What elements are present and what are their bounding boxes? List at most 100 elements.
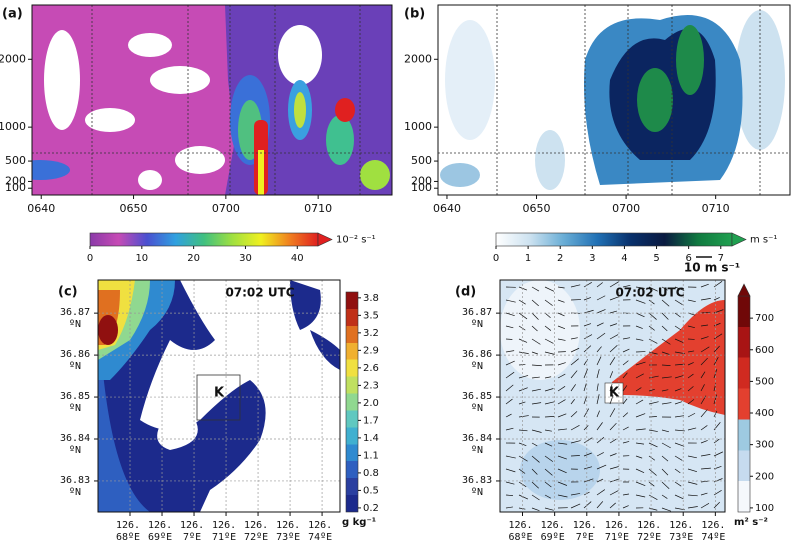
colorbar-tick-label: 1 — [525, 253, 531, 264]
wind-vector — [648, 286, 658, 292]
wind-vector — [635, 481, 646, 487]
wind-vector — [661, 299, 670, 307]
wind-vector — [622, 412, 629, 418]
wind-vector — [687, 362, 694, 366]
wind-vector — [687, 325, 695, 329]
wind-vector — [531, 442, 538, 447]
plot-frame — [499, 279, 726, 513]
wind-vector — [661, 286, 668, 291]
colorbar-tick-label: 5 — [653, 253, 659, 264]
wind-vector — [557, 494, 568, 498]
wind-vector — [596, 383, 599, 392]
x-tick-label: 126.69ºE — [540, 520, 565, 543]
wind-vector — [557, 481, 568, 486]
wind-vector — [531, 338, 541, 345]
wind-vector — [622, 398, 628, 405]
wind-vector — [583, 437, 593, 444]
wind-vector — [518, 455, 528, 462]
wind-vector — [531, 494, 540, 501]
colorbar-tick-label: 1.4 — [363, 433, 379, 444]
wind-vector — [583, 345, 592, 353]
wind-vector — [531, 388, 541, 392]
wind-vector — [674, 286, 685, 291]
wind-vector — [700, 409, 708, 418]
wind-vector — [531, 286, 540, 292]
wind-vector — [609, 408, 616, 418]
plot-frame — [97, 279, 341, 513]
wind-vector — [622, 372, 628, 379]
wind-vector — [674, 325, 682, 331]
wind-vector — [557, 338, 566, 341]
wind-vector — [505, 398, 513, 405]
wind-vector — [700, 371, 706, 379]
wind-vector — [557, 455, 567, 460]
wind-vector — [713, 410, 718, 418]
wind-vector — [596, 489, 606, 496]
wind-vector — [583, 478, 594, 483]
wind-vector — [687, 399, 695, 405]
field-d — [500, 280, 725, 512]
wind-vector — [570, 384, 576, 392]
y-tick-label: 100 — [411, 181, 432, 194]
wind-vector — [596, 332, 606, 340]
wind-vector — [635, 413, 646, 418]
wind-vector — [505, 481, 515, 485]
colorbar-tick-label: 0.8 — [363, 468, 379, 479]
wind-vector — [674, 312, 681, 318]
wind-vector — [635, 338, 644, 341]
wind-vector — [609, 490, 619, 496]
wind-vector — [609, 438, 617, 444]
colorbar-extend — [731, 232, 747, 247]
wind-vector — [531, 364, 542, 367]
wind-vector — [609, 334, 619, 340]
x-tick-label: 126.73ºE — [276, 520, 301, 543]
wind-vector — [531, 376, 540, 379]
wind-vector — [596, 394, 600, 405]
wind-vector — [596, 369, 600, 379]
wind-vector — [648, 338, 658, 344]
wind-vector — [583, 408, 590, 418]
wind-vector — [674, 375, 684, 379]
time-label: 07:02 UTC — [225, 286, 294, 300]
wind-vector — [531, 312, 539, 320]
y-tick-label: 200 — [5, 174, 26, 187]
colorbar-tick-label: 1.1 — [363, 450, 379, 461]
y-tick-label: 36.84ºN — [60, 433, 91, 456]
x-tick-label: 126.74ºE — [701, 520, 726, 543]
field-a — [32, 5, 392, 195]
colorbar-label: g kg⁻¹ — [342, 517, 376, 528]
wind-vector — [570, 503, 581, 509]
wind-vector — [570, 399, 575, 405]
wind-vector — [661, 442, 671, 449]
wind-vector — [622, 385, 628, 392]
wind-vector — [557, 386, 566, 392]
wind-vector — [518, 312, 528, 320]
colorbar-extend — [317, 232, 333, 247]
wind-vector — [570, 284, 581, 288]
wind-vector — [609, 357, 616, 366]
wind-vector — [700, 480, 710, 483]
x-tick-label: 0710 — [304, 202, 332, 215]
wind-vector — [648, 388, 655, 392]
wind-vector — [531, 299, 539, 307]
wind-vector — [531, 468, 538, 475]
reference-vector-label: 10 m s⁻¹ — [684, 261, 740, 275]
wind-vector — [635, 494, 646, 498]
wind-vector — [713, 297, 720, 301]
wind-vector — [700, 425, 708, 431]
wind-vector — [583, 323, 592, 327]
wind-vector — [661, 494, 668, 499]
wind-vector — [687, 386, 694, 392]
wind-vector — [674, 388, 682, 392]
wind-vector — [674, 401, 683, 405]
wind-vector — [713, 489, 722, 496]
wind-vector — [713, 333, 723, 340]
wind-vector — [661, 455, 669, 462]
colorbar — [345, 291, 359, 513]
wind-vector — [544, 338, 554, 344]
wind-vector — [661, 402, 672, 405]
wind-vector — [687, 455, 697, 459]
wind-vector — [596, 478, 604, 483]
x-tick-label: 126.74ºE — [308, 520, 333, 543]
